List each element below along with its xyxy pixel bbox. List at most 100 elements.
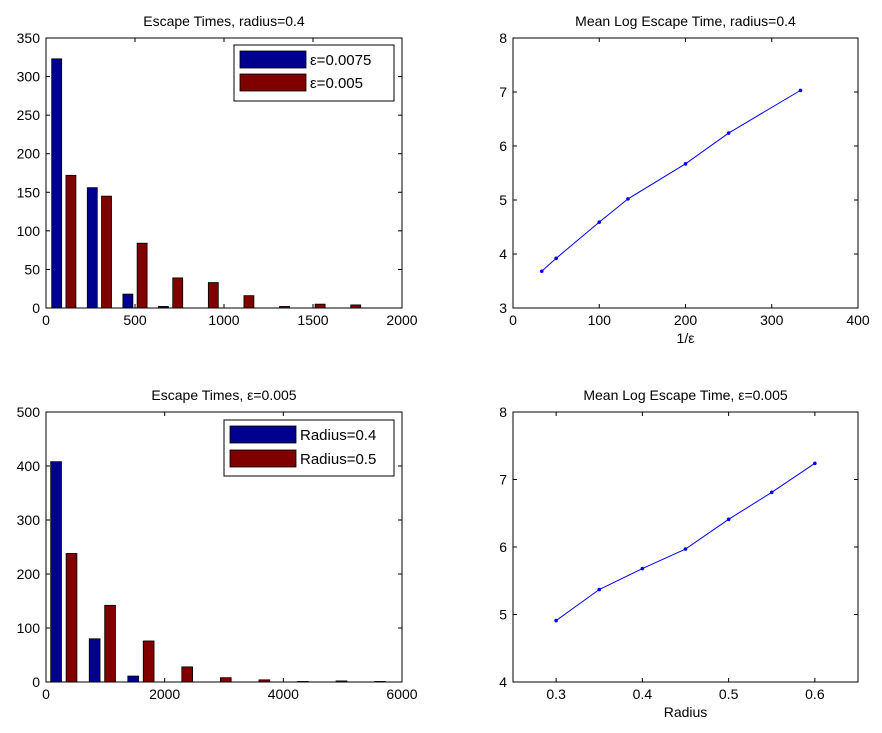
x-tick-label: 1500 bbox=[297, 312, 328, 328]
data-point bbox=[683, 162, 688, 166]
chart-panel-2: Mean Log Escape Time, radius=0.4 0 100 200 3… bbox=[499, 13, 870, 346]
bar bbox=[101, 195, 112, 309]
y-tick-label: 150 bbox=[17, 184, 41, 200]
x-axis-label: 1/ε bbox=[677, 330, 695, 346]
bar bbox=[51, 58, 63, 309]
y-tick-label: 400 bbox=[17, 458, 41, 474]
x-tick-label: 0.5 bbox=[719, 686, 739, 702]
chart-panel-4: Mean Log Escape Time, ε=0.005 0.3 0.4 0.5 0.… bbox=[499, 387, 859, 720]
x-tick-label: 2000 bbox=[149, 686, 180, 702]
bar bbox=[158, 306, 169, 309]
x-tick-label: 100 bbox=[588, 312, 612, 328]
y-tick-label: 6 bbox=[499, 138, 507, 154]
data-point bbox=[554, 256, 558, 261]
y-tick-label: 5 bbox=[499, 192, 507, 208]
x-tick-label: 500 bbox=[123, 312, 147, 328]
y-tick-label: 0 bbox=[32, 300, 40, 316]
bar bbox=[219, 677, 232, 683]
bar bbox=[297, 681, 309, 683]
y-tick-label: 500 bbox=[17, 404, 41, 420]
x-tick-label: 400 bbox=[846, 312, 870, 328]
data-point bbox=[798, 88, 803, 93]
y-tick-label: 50 bbox=[24, 261, 40, 277]
x-tick-label: 300 bbox=[760, 312, 784, 328]
bar bbox=[136, 242, 148, 309]
legend: ε=0.0075 ε=0.005 bbox=[233, 44, 395, 102]
x-axis-label: Radius bbox=[664, 704, 708, 720]
bar bbox=[122, 293, 134, 309]
legend-label: Radius=0.4 bbox=[300, 427, 376, 444]
data-point bbox=[626, 197, 630, 201]
y-tick-label: 100 bbox=[17, 223, 41, 239]
x-tick-label: 0.3 bbox=[546, 686, 566, 702]
data-point bbox=[726, 517, 731, 522]
bar bbox=[88, 638, 101, 683]
y-tick-label: 250 bbox=[17, 107, 41, 123]
y-tick-label: 200 bbox=[17, 146, 41, 162]
legend: Radius=0.4 Radius=0.5 bbox=[223, 419, 395, 477]
bar bbox=[374, 681, 386, 683]
bar bbox=[258, 679, 271, 683]
chart-title: Escape Times, ε=0.005 bbox=[151, 387, 296, 403]
series-line bbox=[541, 89, 801, 272]
bar bbox=[65, 174, 77, 309]
x-tick-label: 0 bbox=[42, 686, 50, 702]
bar bbox=[314, 303, 326, 309]
y-tick-label: 350 bbox=[17, 30, 41, 46]
y-tick-label: 7 bbox=[499, 472, 507, 488]
data-point bbox=[813, 461, 817, 466]
series-line bbox=[555, 462, 816, 621]
data-point bbox=[539, 269, 544, 274]
bar bbox=[127, 675, 140, 683]
y-tick-label: 7 bbox=[499, 84, 507, 100]
data-point bbox=[640, 566, 645, 571]
x-tick-label: 0.4 bbox=[633, 686, 653, 702]
legend-label: Radius=0.5 bbox=[300, 451, 376, 468]
chart-title: Mean Log Escape Time, radius=0.4 bbox=[575, 13, 796, 29]
bar bbox=[65, 553, 78, 683]
data-point bbox=[683, 547, 688, 551]
bar bbox=[350, 304, 362, 309]
bar bbox=[279, 306, 290, 309]
bar bbox=[86, 187, 98, 309]
bar bbox=[172, 277, 184, 309]
y-tick-label: 100 bbox=[17, 620, 41, 636]
bar bbox=[243, 295, 255, 309]
y-tick-label: 8 bbox=[499, 404, 507, 420]
bar bbox=[142, 640, 155, 683]
x-tick-label: 0.6 bbox=[805, 686, 825, 702]
bar bbox=[207, 282, 219, 309]
legend-label: ε=0.0075 bbox=[310, 52, 371, 69]
legend-swatch bbox=[229, 449, 297, 468]
data-point bbox=[597, 587, 602, 592]
y-tick-label: 4 bbox=[499, 674, 507, 690]
legend-swatch bbox=[229, 425, 297, 444]
chart-title: Mean Log Escape Time, ε=0.005 bbox=[583, 387, 788, 403]
data-point bbox=[597, 220, 602, 224]
y-tick-label: 200 bbox=[17, 566, 41, 582]
y-tick-label: 0 bbox=[32, 674, 40, 690]
chart-title: Escape Times, radius=0.4 bbox=[143, 13, 305, 29]
legend-label: ε=0.005 bbox=[310, 75, 363, 92]
axes-frame bbox=[512, 37, 859, 309]
x-tick-label: 4000 bbox=[268, 686, 299, 702]
data-point bbox=[769, 490, 774, 495]
y-tick-label: 5 bbox=[499, 607, 507, 623]
y-tick-label: 300 bbox=[17, 512, 41, 528]
axes-frame bbox=[512, 411, 859, 683]
legend-swatch bbox=[239, 73, 307, 92]
chart-panel-1: Escape Times, radius=0.40 500 1000 1500 2000… bbox=[17, 13, 418, 328]
x-tick-label: 2000 bbox=[386, 312, 417, 328]
x-tick-label: 6000 bbox=[386, 686, 417, 702]
y-tick-label: 3 bbox=[499, 300, 507, 316]
y-tick-label: 300 bbox=[17, 69, 41, 85]
x-tick-label: 0 bbox=[42, 312, 50, 328]
y-tick-label: 4 bbox=[499, 246, 507, 262]
bar bbox=[104, 604, 116, 683]
x-tick-label: 200 bbox=[674, 312, 698, 328]
data-point bbox=[726, 131, 731, 135]
x-tick-label: 0 bbox=[509, 312, 517, 328]
chart-panel-3: Escape Times, ε=0.005 0 2000 4000 6000 0 100 20… bbox=[17, 387, 418, 702]
y-tick-label: 6 bbox=[499, 539, 507, 555]
